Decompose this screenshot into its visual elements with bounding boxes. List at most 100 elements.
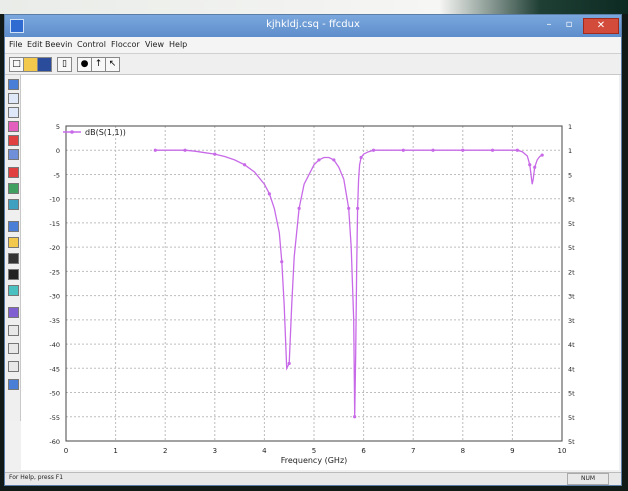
data-point bbox=[280, 260, 284, 264]
maximize-button[interactable]: ▫ bbox=[565, 19, 573, 30]
menu-edit[interactable]: Edit bbox=[27, 40, 43, 49]
data-point bbox=[431, 148, 435, 152]
grid-icon[interactable] bbox=[8, 307, 19, 318]
menu-help[interactable]: Help bbox=[169, 40, 188, 49]
print-icon[interactable]: ● bbox=[77, 57, 92, 72]
y-tick-label-left: -20 bbox=[49, 244, 60, 252]
x-tick-label: 4 bbox=[262, 447, 267, 455]
y-tick-label-right: 5t bbox=[568, 244, 575, 252]
data-point bbox=[353, 415, 357, 419]
data-point bbox=[401, 148, 405, 152]
y-tick-label-right: 5t bbox=[568, 196, 575, 204]
data-point bbox=[359, 155, 363, 160]
x-axis-ticks: 0 1 2 3 4 5 6 7 8 9 10 bbox=[64, 447, 567, 455]
y-tick-label-left: -60 bbox=[49, 438, 60, 446]
measure-icon[interactable] bbox=[8, 183, 19, 194]
y-tick-label-left: -50 bbox=[49, 390, 60, 398]
save-icon[interactable] bbox=[37, 57, 52, 72]
y-tick-label-right: 5t bbox=[568, 220, 575, 228]
select-icon[interactable] bbox=[8, 79, 19, 90]
data-point bbox=[528, 163, 532, 167]
y-tick-label-right: 4t bbox=[568, 341, 575, 349]
title-bar[interactable]: kjhkldj.csq - ffcdux – ▫ ✕ bbox=[5, 15, 621, 37]
legend-marker bbox=[70, 130, 74, 134]
marker-icon[interactable] bbox=[8, 135, 19, 146]
y-tick-label-left: 5 bbox=[56, 123, 60, 131]
app-icon bbox=[10, 19, 24, 33]
table-icon[interactable] bbox=[8, 199, 19, 210]
redo-icon[interactable] bbox=[8, 343, 19, 354]
data-point bbox=[490, 148, 495, 152]
menu-beevin[interactable]: Beevin bbox=[45, 40, 73, 49]
save-plot-icon[interactable] bbox=[8, 269, 19, 280]
plot-icon[interactable] bbox=[8, 221, 19, 232]
layers-icon[interactable] bbox=[8, 149, 19, 160]
data-point bbox=[533, 165, 537, 169]
y-tick-label-right: 4t bbox=[568, 365, 575, 373]
x-tick-label: 5 bbox=[312, 447, 316, 455]
data-point bbox=[297, 206, 301, 210]
data-point bbox=[153, 148, 157, 152]
copy-icon[interactable]: ▯ bbox=[57, 57, 72, 72]
y-tick-label-left: -5 bbox=[54, 171, 60, 179]
data-point bbox=[213, 152, 217, 156]
menu-floccor[interactable]: Floccor bbox=[111, 40, 140, 49]
status-text: For Help, press F1 bbox=[9, 474, 64, 481]
line-tool-icon[interactable] bbox=[8, 167, 19, 178]
data-point bbox=[371, 148, 376, 152]
new-file-icon[interactable]: □ bbox=[9, 57, 24, 72]
x-tick-label: 10 bbox=[558, 447, 567, 455]
open-folder-icon[interactable] bbox=[23, 57, 38, 72]
cursor-icon[interactable]: ↖ bbox=[105, 57, 120, 72]
data-point bbox=[332, 158, 336, 162]
chart-frame bbox=[65, 125, 563, 442]
minimize-button[interactable]: – bbox=[546, 19, 552, 30]
menu-view[interactable]: View bbox=[145, 40, 164, 49]
data-point bbox=[461, 148, 465, 152]
help-icon[interactable] bbox=[8, 379, 19, 390]
x-tick-label: 2 bbox=[163, 447, 167, 455]
desktop-background bbox=[0, 0, 628, 14]
y-tick-label-left: -25 bbox=[49, 268, 60, 276]
undo-icon[interactable] bbox=[8, 325, 19, 336]
window-title: kjhkldj.csq - ffcdux bbox=[266, 19, 360, 30]
x-tick-label: 8 bbox=[461, 447, 465, 455]
y-axis-left-ticks: 5 0 -5 -10 -15 -20 -25 -30 -35 -40 -45 -50 -55 -60 bbox=[49, 123, 60, 446]
y-tick-label-right: 5t bbox=[568, 414, 575, 422]
x-tick-label: 0 bbox=[64, 447, 68, 455]
y-axis-right-ticks: 1 1 5 5t 5t 5t 2t 3t 3t 4t 4t 5t 5t 5t bbox=[568, 123, 575, 446]
series-line bbox=[155, 149, 543, 417]
y-tick-label-left: -30 bbox=[49, 293, 60, 301]
data-point bbox=[515, 148, 519, 152]
y-tick-label-left: -15 bbox=[49, 220, 60, 228]
data-point bbox=[317, 158, 321, 162]
x-axis-label: Frequency (GHz) bbox=[281, 456, 348, 465]
chart-grid bbox=[65, 125, 563, 442]
x-tick-label: 6 bbox=[361, 447, 366, 455]
zoom-out-icon[interactable] bbox=[8, 107, 19, 118]
export-icon[interactable] bbox=[8, 285, 19, 296]
data-point bbox=[267, 192, 271, 196]
data-point bbox=[347, 206, 351, 210]
edit-icon[interactable] bbox=[8, 237, 19, 248]
x-tick-label: 9 bbox=[510, 447, 514, 455]
menu-control[interactable]: Control bbox=[77, 40, 106, 49]
menu-file[interactable]: File bbox=[9, 40, 23, 49]
y-tick-label-right: 1 bbox=[568, 123, 572, 131]
data-point bbox=[183, 148, 187, 152]
y-tick-label-right: 3t bbox=[568, 317, 575, 325]
data-point bbox=[356, 206, 360, 210]
menu-bar: File Edit Beevin Control Floccor View He… bbox=[5, 37, 621, 53]
data-point bbox=[242, 163, 247, 167]
color-icon[interactable] bbox=[8, 253, 19, 264]
zoom-in-icon[interactable] bbox=[8, 93, 19, 104]
pan-icon[interactable] bbox=[8, 121, 19, 132]
y-tick-label-left: 0 bbox=[56, 147, 60, 155]
close-button[interactable]: ✕ bbox=[583, 18, 619, 34]
x-tick-label: 1 bbox=[113, 447, 117, 455]
y-tick-label-right: 3t bbox=[568, 293, 575, 301]
status-bar: For Help, press F1 NUM bbox=[5, 472, 621, 485]
arrow-up-icon[interactable]: ↑ bbox=[91, 57, 106, 72]
settings-icon[interactable] bbox=[8, 361, 19, 372]
